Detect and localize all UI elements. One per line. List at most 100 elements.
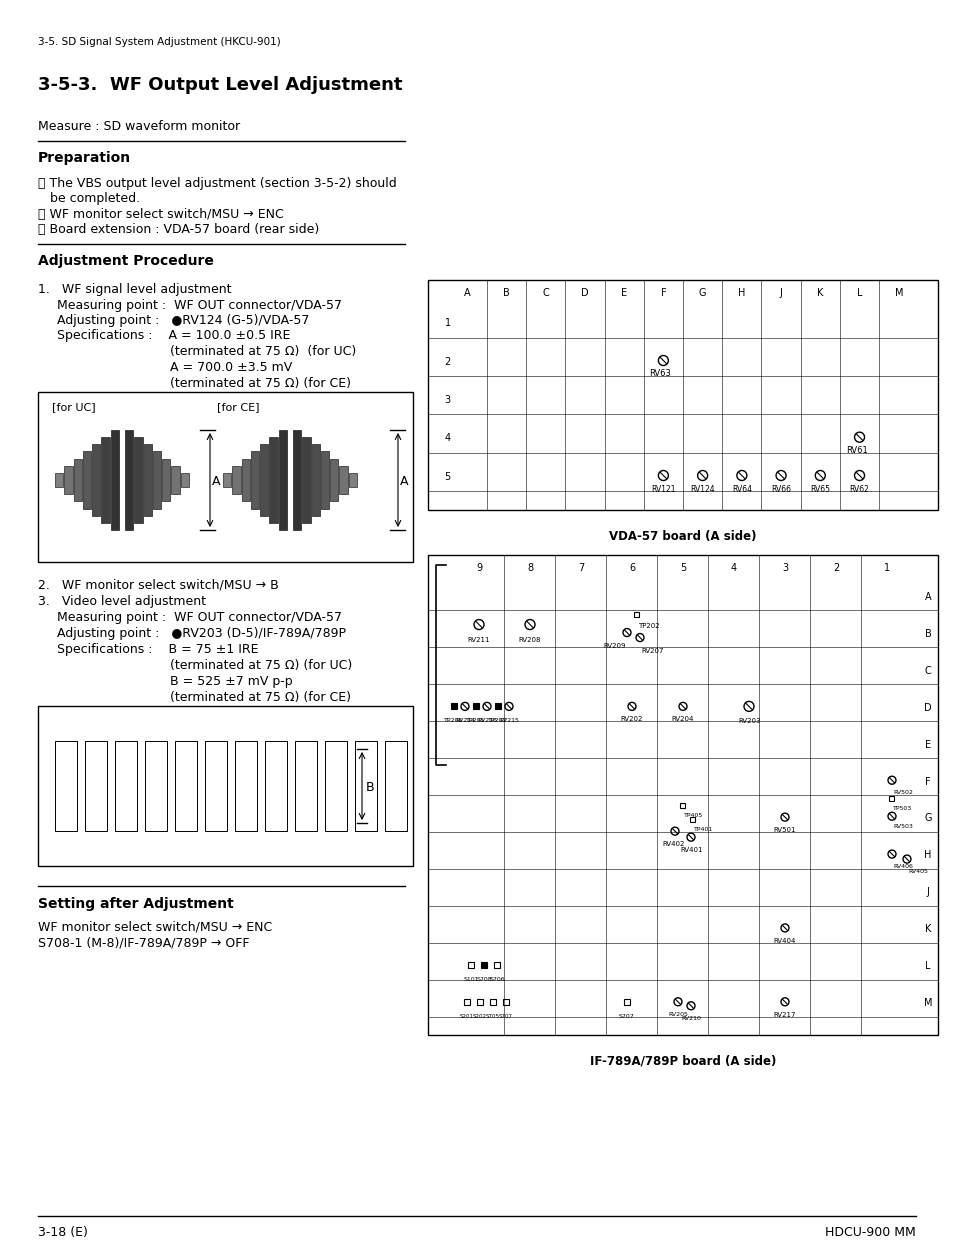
Bar <box>241 459 250 501</box>
Text: L: L <box>856 289 862 299</box>
Bar <box>302 437 311 522</box>
Bar <box>64 465 72 494</box>
Bar <box>143 444 152 516</box>
Text: Specifications :    A = 100.0 ±0.5 IRE: Specifications : A = 100.0 ±0.5 IRE <box>57 328 290 342</box>
Text: D: D <box>580 289 588 299</box>
Bar <box>495 703 500 709</box>
Text: RV404: RV404 <box>773 938 796 944</box>
Bar <box>180 473 189 488</box>
Bar <box>385 741 407 831</box>
Bar <box>205 741 227 831</box>
Text: S706: S706 <box>489 977 504 982</box>
Text: 3.   Video level adjustment: 3. Video level adjustment <box>38 595 206 608</box>
Text: J: J <box>925 887 928 897</box>
Text: RV216: RV216 <box>476 718 497 723</box>
Bar <box>480 962 486 968</box>
Text: 9: 9 <box>476 564 481 573</box>
Text: S707: S707 <box>498 1014 513 1019</box>
Text: WF monitor select switch/MSU → ENC: WF monitor select switch/MSU → ENC <box>38 921 272 933</box>
Text: (terminated at 75 Ω) (for UC): (terminated at 75 Ω) (for UC) <box>170 659 352 672</box>
Text: F: F <box>659 289 665 299</box>
Bar <box>115 741 137 831</box>
Bar <box>152 452 161 509</box>
Text: RV124: RV124 <box>690 484 714 494</box>
Text: L: L <box>924 962 930 972</box>
Text: Measure : SD waveform monitor: Measure : SD waveform monitor <box>38 119 240 133</box>
Bar <box>269 437 277 522</box>
Text: TP202: TP202 <box>638 622 659 628</box>
Text: 2: 2 <box>832 564 839 573</box>
Text: Preparation: Preparation <box>38 151 131 165</box>
Bar <box>101 437 110 522</box>
Text: S708: S708 <box>476 977 492 982</box>
Bar <box>476 999 482 1005</box>
Text: RV64: RV64 <box>731 484 751 494</box>
Bar <box>634 612 639 617</box>
Bar <box>312 444 319 516</box>
Bar <box>55 473 63 488</box>
Text: ・ WF monitor select switch/MSU → ENC: ・ WF monitor select switch/MSU → ENC <box>38 208 283 221</box>
Text: RV61: RV61 <box>844 447 866 455</box>
Text: J: J <box>779 289 781 299</box>
Text: RV121: RV121 <box>651 484 675 494</box>
Text: S202: S202 <box>473 1014 486 1019</box>
Bar <box>349 473 356 488</box>
Text: (terminated at 75 Ω) (for CE): (terminated at 75 Ω) (for CE) <box>170 377 351 391</box>
Text: ・ The VBS output level adjustment (section 3-5-2) should: ・ The VBS output level adjustment (secti… <box>38 177 396 190</box>
Bar <box>172 465 179 494</box>
Text: 7: 7 <box>578 564 583 573</box>
Bar <box>83 452 91 509</box>
Text: 4: 4 <box>444 433 450 443</box>
Text: Measuring point :  WF OUT connector/VDA-57: Measuring point : WF OUT connector/VDA-5… <box>57 611 341 624</box>
Text: RV202: RV202 <box>620 717 642 723</box>
Bar <box>330 459 338 501</box>
Bar <box>428 555 937 1035</box>
Text: HDCU-900 MM: HDCU-900 MM <box>824 1227 915 1239</box>
Bar <box>145 741 167 831</box>
Bar <box>428 280 937 510</box>
Text: A: A <box>463 289 470 299</box>
Text: RV63: RV63 <box>649 369 671 378</box>
Text: 2.   WF monitor select switch/MSU → B: 2. WF monitor select switch/MSU → B <box>38 578 278 591</box>
Text: RV406: RV406 <box>892 865 912 870</box>
Bar <box>888 796 894 801</box>
Bar <box>451 703 456 709</box>
Bar <box>325 741 347 831</box>
Text: C: C <box>541 289 549 299</box>
Text: Adjusting point :   ●RV124 (G-5)/VDA-57: Adjusting point : ●RV124 (G-5)/VDA-57 <box>57 313 309 327</box>
Bar <box>55 741 77 831</box>
Text: RV214: RV214 <box>455 718 475 723</box>
Text: RV503: RV503 <box>892 825 912 830</box>
Text: RV205: RV205 <box>667 1011 687 1016</box>
Text: M: M <box>894 289 902 299</box>
Bar <box>623 999 629 1005</box>
Text: G: G <box>923 814 931 824</box>
Bar <box>293 430 301 530</box>
Bar <box>38 707 413 866</box>
Text: RV215: RV215 <box>498 718 518 723</box>
Bar <box>278 430 287 530</box>
Text: 6: 6 <box>628 564 635 573</box>
Text: S101: S101 <box>463 977 478 982</box>
Bar <box>265 741 287 831</box>
Text: TP401: TP401 <box>693 827 713 832</box>
Text: TP503: TP503 <box>892 806 911 811</box>
Text: RV65: RV65 <box>809 484 829 494</box>
Text: RV211: RV211 <box>467 637 490 643</box>
Bar <box>125 430 133 530</box>
Bar <box>85 741 107 831</box>
Text: 5: 5 <box>444 471 450 481</box>
Text: S708-1 (M-8)/IF-789A/789P → OFF: S708-1 (M-8)/IF-789A/789P → OFF <box>38 935 250 949</box>
Text: RV405: RV405 <box>907 870 927 875</box>
Text: A: A <box>923 592 930 602</box>
Text: Adjustment Procedure: Adjustment Procedure <box>38 254 213 267</box>
Text: 5: 5 <box>679 564 685 573</box>
Text: IF-789A/789P board (A side): IF-789A/789P board (A side) <box>589 1055 776 1069</box>
Text: Measuring point :  WF OUT connector/VDA-57: Measuring point : WF OUT connector/VDA-5… <box>57 299 341 312</box>
Bar <box>174 741 196 831</box>
Text: RV209: RV209 <box>603 643 625 648</box>
Text: RV207: RV207 <box>640 648 662 653</box>
Bar <box>260 444 268 516</box>
Text: [for UC]: [for UC] <box>52 402 95 412</box>
Bar <box>92 444 100 516</box>
